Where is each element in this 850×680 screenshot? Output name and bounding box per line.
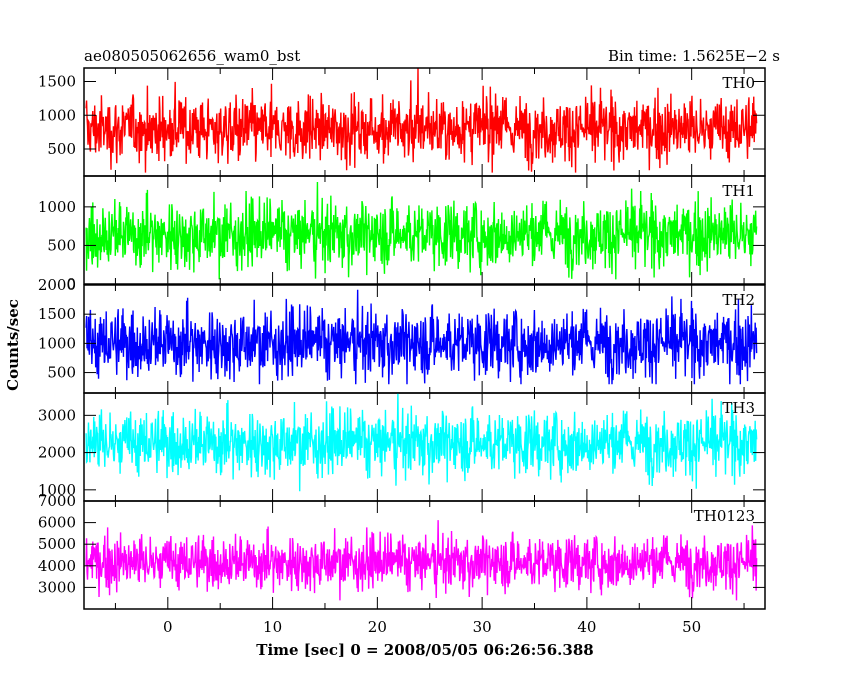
- series-label: TH3: [722, 399, 755, 417]
- series-label: TH0: [722, 74, 755, 92]
- x-tick-label: 40: [577, 618, 596, 636]
- y-tick-label: 1500: [38, 305, 76, 323]
- y-tick-label: 1000: [38, 481, 76, 499]
- y-tick-label: 3000: [38, 406, 76, 424]
- y-tick-label: 2000: [38, 444, 76, 462]
- y-tick-label: 1000: [38, 106, 76, 124]
- series-line-th3: [85, 393, 758, 492]
- series-label: TH1: [722, 182, 755, 200]
- series-line-th1: [85, 182, 758, 280]
- x-tick-label: 20: [368, 618, 387, 636]
- series-label: TH0123: [694, 507, 755, 525]
- y-tick-label: 2000: [38, 276, 76, 294]
- y-tick-label: 500: [47, 140, 76, 158]
- series-label: TH2: [722, 291, 755, 309]
- y-tick-label: 500: [47, 364, 76, 382]
- y-tick-label: 3000: [38, 578, 76, 596]
- x-tick-label: 0: [163, 618, 173, 636]
- series-line-th2: [85, 289, 758, 385]
- x-tick-label: 10: [263, 618, 282, 636]
- panel-th1: 0 500 1000 TH1: [38, 175, 766, 293]
- x-tick-label: 30: [473, 618, 492, 636]
- panel-th0123: 3000 4000 5000 6000 7000 TH0123: [38, 492, 766, 610]
- y-tick-label: 1500: [38, 73, 76, 91]
- series-line-th0123: [85, 520, 758, 601]
- panel-frame: [83, 500, 766, 610]
- y-tick-label: 6000: [38, 514, 76, 532]
- bin-time-label: Bin time: 1.5625E−2 s: [608, 47, 780, 65]
- y-tick-label: 1000: [38, 334, 76, 352]
- y-tick-label: 7000: [38, 492, 76, 510]
- panel-frame: [83, 175, 766, 285]
- y-tick-label: 500: [47, 236, 76, 254]
- chart-title: ae080505062656_wam0_bst: [84, 47, 300, 65]
- y-tick-label: 4000: [38, 557, 76, 575]
- series-line-th0: [85, 68, 758, 173]
- y-tick-label: 5000: [38, 535, 76, 553]
- panel-th3: 1000 2000 3000 TH3: [38, 392, 766, 502]
- panel-th0: 500 1000 1500 TH0: [38, 67, 766, 177]
- panel-th2: 500 1000 1500 2000 TH2: [38, 276, 766, 394]
- y-tick-label: 0: [66, 275, 76, 293]
- x-axis-label: Time [sec] 0 = 2008/05/05 06:26:56.388: [256, 641, 593, 659]
- y-tick-label: 1000: [38, 198, 76, 216]
- y-axis-label: Counts/sec: [4, 299, 22, 391]
- x-tick-label: 50: [682, 618, 701, 636]
